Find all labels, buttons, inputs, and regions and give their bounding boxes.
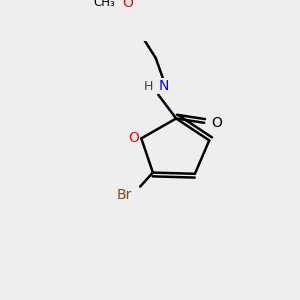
Text: Br: Br xyxy=(117,188,133,202)
Text: H: H xyxy=(143,80,153,93)
Text: O: O xyxy=(128,131,139,146)
Text: N: N xyxy=(158,79,169,93)
Text: O: O xyxy=(212,116,222,130)
Text: CH₃: CH₃ xyxy=(94,0,116,9)
Text: O: O xyxy=(122,0,133,10)
